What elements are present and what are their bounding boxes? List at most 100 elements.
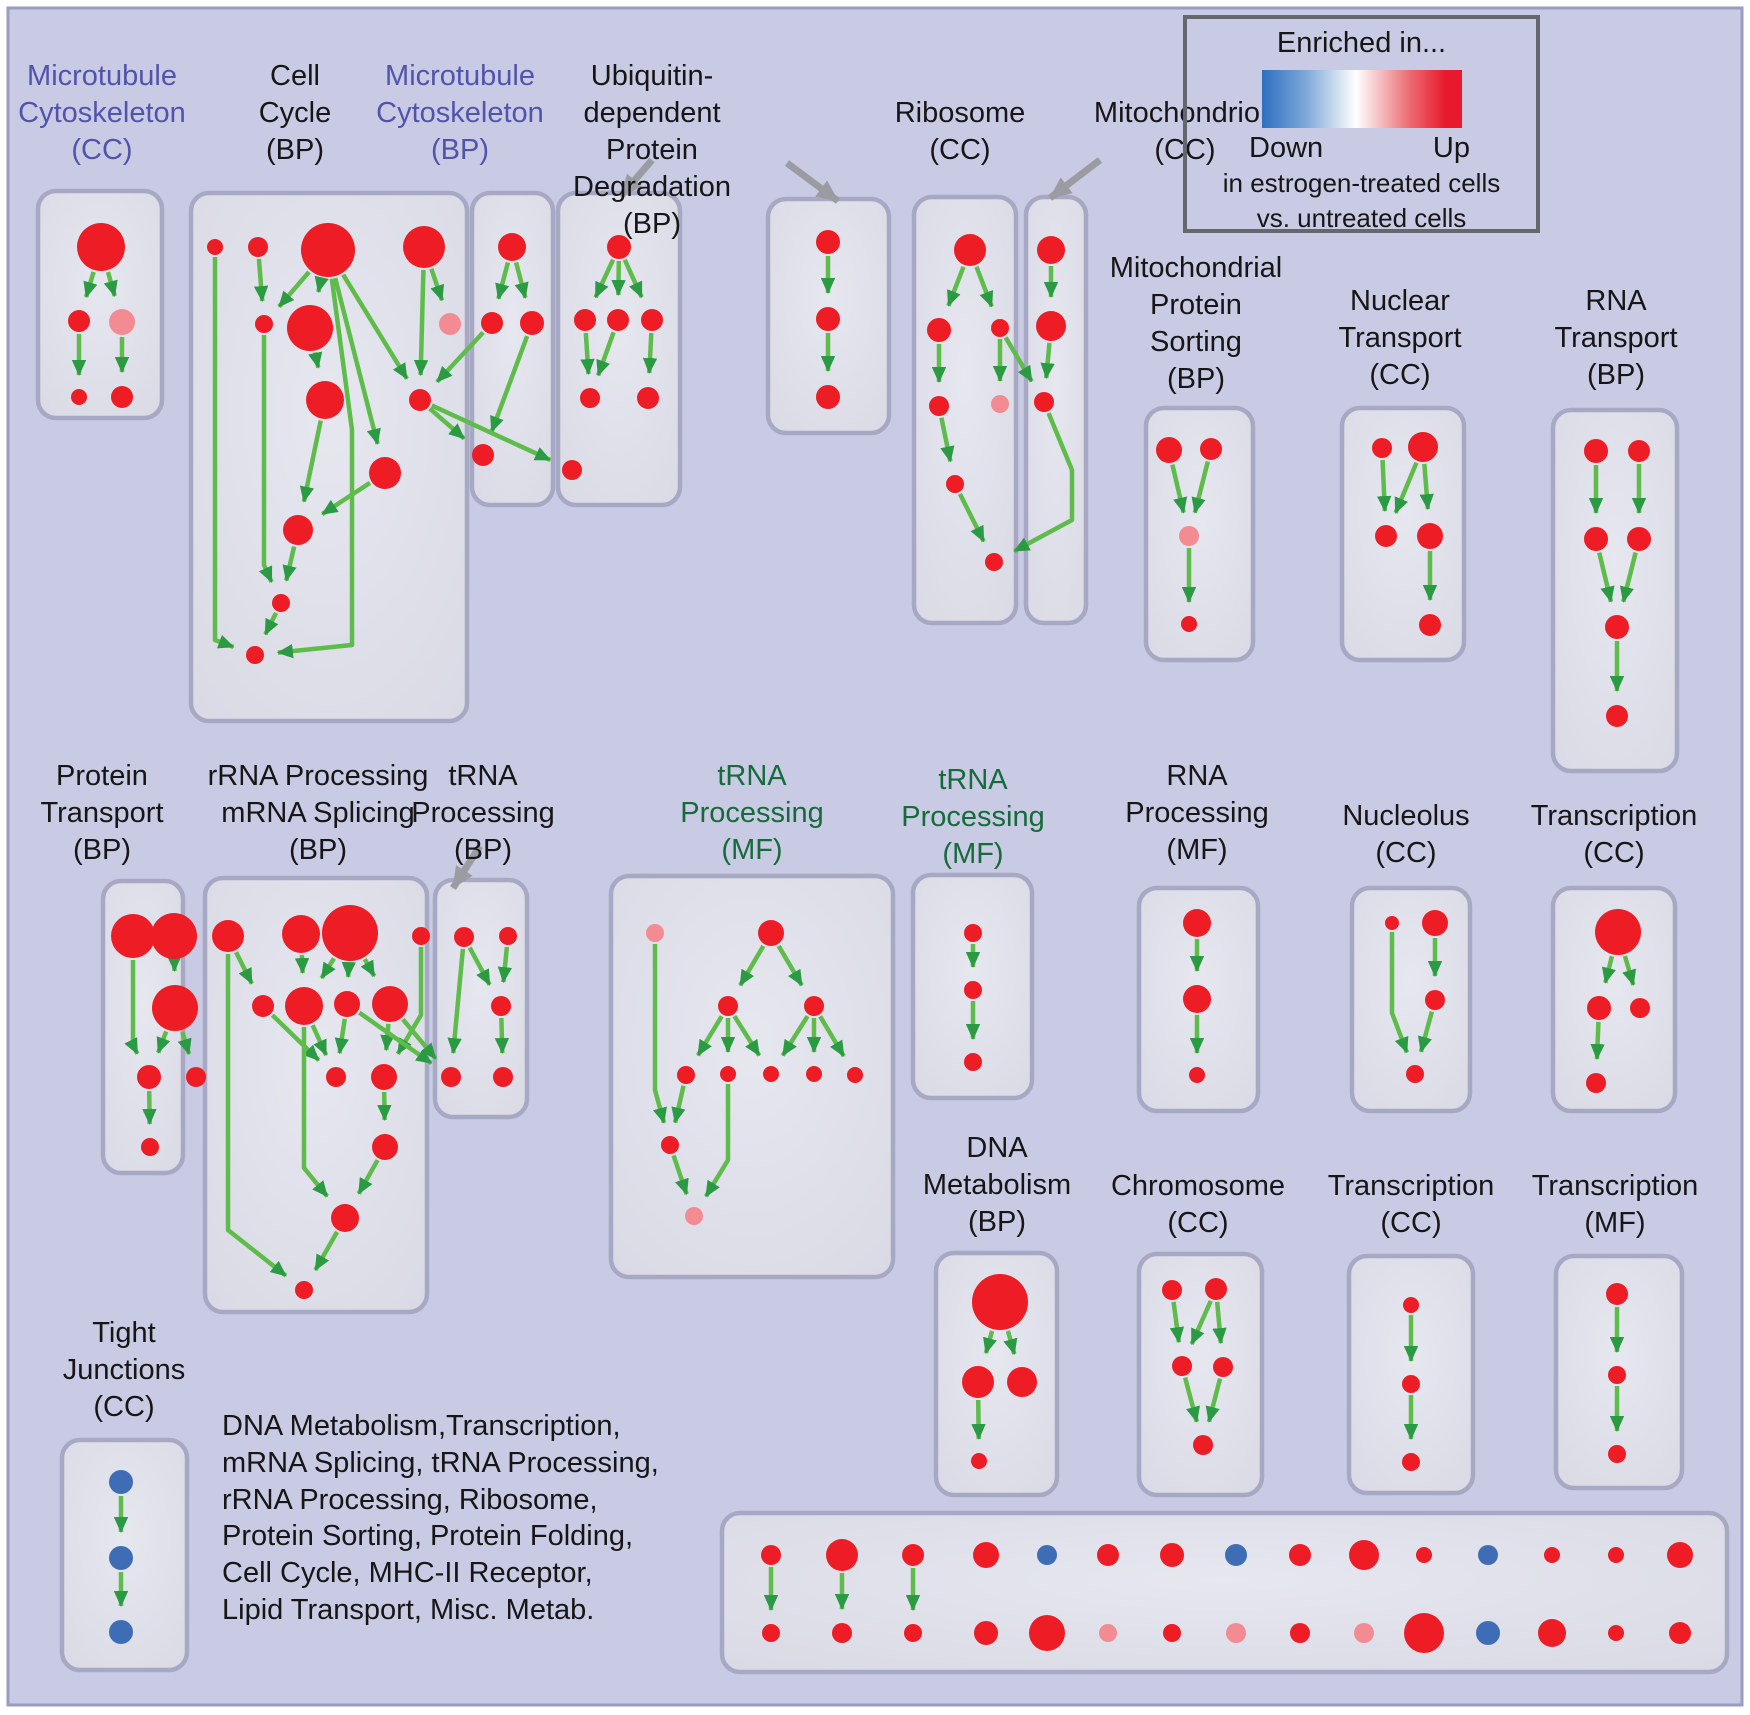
edge-cell-cycle-2 [314,275,329,293]
node-microtubule-bp-0 [498,233,526,261]
edge-cell-cycle-1 [277,270,311,309]
node-trna-bp-4 [493,1067,513,1087]
edge-rrna-mrna-13 [313,1230,340,1272]
edge-cell-cycle-5 [276,278,355,659]
cross-edge-4 [1013,412,1075,554]
edge-nuclear-transport-2 [1419,463,1434,511]
edge-protein-transport-3 [177,1031,192,1055]
node-chromosome-2 [1172,1356,1192,1376]
ubiquitin-right-callout-arrow [784,160,841,204]
node-trna-bp-2 [491,996,511,1016]
node-nuclear-transport-0 [1372,438,1392,458]
edge-trna-mf-big-9 [671,1085,686,1124]
node-mito-protein-sorting-2 [1179,526,1199,546]
node-transcription-cc-bottom-0 [1403,1297,1419,1313]
node-mitochondrion-2 [1034,392,1054,412]
node-misc-8 [1289,1544,1311,1566]
edge-dna-metabolism-1 [1003,1330,1018,1356]
legend-up-label: Up [1432,132,1470,164]
node-chromosome-3 [1213,1357,1233,1377]
node-protein-transport-4 [141,1138,159,1156]
node-trna-mf-small-1 [964,981,982,999]
node-tight-junctions-2 [109,1620,133,1644]
label-protein-transport: Protein Transport (BP) [40,760,164,867]
node-transcription-mf-1 [1608,1366,1626,1384]
node-trna-mf-big-10 [685,1207,703,1225]
node-misc-24 [1354,1623,1374,1643]
label-dna-metabolism: DNA Metabolism (BP) [922,1132,1072,1239]
label-ubiquitin-1: Ubiquitin- dependent Protein Degradation… [573,60,731,241]
node-trna-mf-big-0 [646,924,664,942]
node-trna-mf-big-9 [661,1136,679,1154]
edge-trna-mf-big-8 [652,944,667,1124]
edge-cell-cycle-0 [253,258,269,303]
ubiquitin-left-callout-arrow [618,157,655,199]
node-misc-11 [1478,1545,1498,1565]
node-mitochondrion-1 [1036,311,1066,341]
node-protein-transport-5 [186,1067,206,1087]
node-nucleolus-3 [1406,1065,1424,1083]
node-ribosome-0 [954,234,986,266]
legend-down-label: Down [1249,132,1324,164]
edge-mitochondrion-1 [1040,342,1055,380]
node-misc-17 [904,1624,922,1642]
node-misc-20 [1099,1624,1117,1642]
node-rrna-mrna-5 [285,987,323,1025]
node-ubiquitin-2-1 [816,307,840,331]
edge-nuclear-transport-0 [1376,459,1392,513]
edge-transcription-cc-top-2 [1590,1021,1605,1061]
node-rrna-mrna-7 [372,986,408,1022]
node-cell-cycle-1 [248,237,268,257]
node-trna-mf-big-8 [847,1067,863,1083]
edge-rrna-mrna-14 [225,954,288,1278]
legend-subtitle-line1: in estrogen-treated cells [1222,168,1501,198]
node-microtubule-cc-3 [71,389,87,405]
node-ubiquitin-2-2 [816,385,840,409]
edge-transcription-cc-top-1 [1622,955,1637,986]
node-transcription-mf-0 [1606,1283,1628,1305]
legend-title: Enriched in... [1276,27,1447,59]
edge-ubiquitin-1-0 [593,258,616,299]
node-misc-27 [1538,1619,1566,1647]
edge-rrna-mrna-1 [294,954,310,975]
edge-rrna-mrna-2 [319,957,336,980]
edge-rrna-mrna-9 [395,947,424,1055]
node-trna-mf-big-5 [720,1066,736,1082]
label-chromosome: Chromosome (CC) [1110,1170,1286,1240]
node-trna-mf-big-7 [806,1066,822,1082]
nodes-layer [68,223,1693,1653]
group-box-transcription-cc-bottom [1346,1253,1476,1496]
edge-cell-cycle-8 [308,351,323,369]
legend-subtitle-line2: vs. untreated cells [1256,202,1467,233]
node-chromosome-1 [1205,1278,1227,1300]
node-trna-bp-3 [441,1067,461,1087]
node-misc-0 [761,1545,781,1565]
node-rrna-mrna-9 [371,1064,397,1090]
cross-edge-0 [428,406,466,441]
edge-cell-cycle-6 [429,268,445,302]
node-nucleolus-2 [1425,990,1445,1010]
node-rrna-mrna-6 [334,991,360,1017]
label-nuclear-transport: Nuclear Transport (CC) [1338,285,1462,392]
node-misc-7 [1225,1544,1247,1566]
edge-rrna-mrna-5 [270,1013,321,1062]
edge-ubiquitin-1-4 [595,331,616,377]
edge-cell-cycle-9 [299,420,323,503]
group-box-transcription-cc-top [1550,885,1678,1114]
node-rrna-mrna-0 [212,920,244,952]
node-transcription-cc-top-2 [1630,998,1650,1018]
group-box-chromosome [1136,1251,1265,1498]
edge-chromosome-3 [1182,1377,1200,1423]
edge-transcription-cc-top-0 [1601,955,1616,984]
edge-trna-mf-big-5 [780,1014,810,1057]
node-ubiquitin-1-5 [637,387,659,409]
edge-trna-mf-big-2 [696,1015,724,1057]
node-misc-23 [1290,1623,1310,1643]
node-misc-5 [1097,1544,1119,1566]
node-nuclear-transport-3 [1417,523,1443,549]
node-ubiquitin-1-2 [607,309,629,331]
node-rrna-mrna-8 [326,1067,346,1087]
node-rrna-mrna-4 [252,995,274,1017]
node-ribosome-1 [927,318,951,342]
